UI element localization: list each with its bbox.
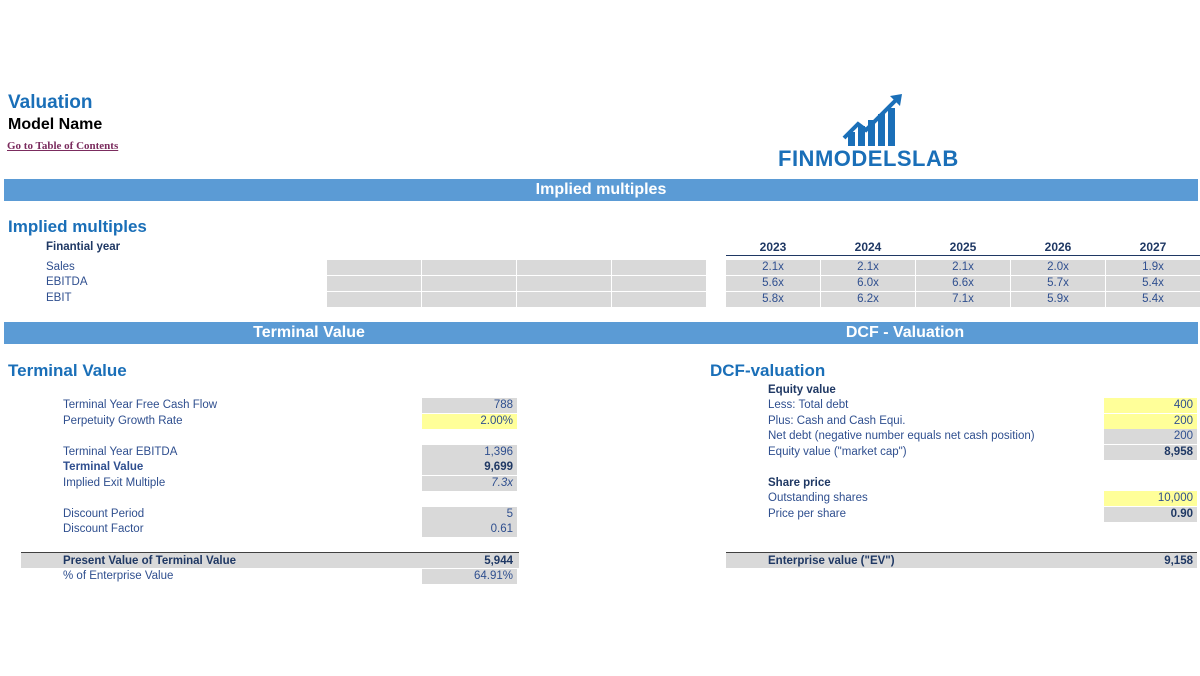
equity-value-header: Equity value (768, 384, 836, 396)
year-header: 2026 (1044, 240, 1072, 254)
net-debt-label: Net debt (negative number equals net cas… (768, 430, 1035, 442)
financial-year-label: Finantial year (46, 241, 121, 253)
multiple-cell[interactable]: 1.9x (1106, 260, 1200, 275)
cash-label: Plus: Cash and Cash Equi. (768, 415, 906, 427)
equity-value-value[interactable]: 8,958 (1104, 445, 1197, 460)
total-debt-input[interactable]: 400 (1104, 398, 1197, 413)
multiple-cell[interactable]: 6.2x (821, 292, 915, 307)
multiple-cell[interactable]: 6.0x (821, 276, 915, 291)
terminal-value-title: Terminal Value (8, 361, 127, 380)
discount-period-label: Discount Period (63, 508, 145, 520)
row-label-ebit: EBIT (46, 292, 72, 304)
multiple-cell[interactable]: 5.7x (1011, 276, 1105, 291)
discount-factor-value[interactable]: 0.61 (422, 522, 517, 537)
multiple-cell[interactable]: 6.6x (916, 276, 1010, 291)
blank-cell[interactable] (517, 292, 612, 307)
cash-input[interactable]: 200 (1104, 414, 1197, 429)
logo-text: FINMODELSLAB (778, 146, 959, 171)
toc-link[interactable]: Go to Table of Contents (7, 140, 119, 152)
pct-ev-label: % of Enterprise Value (63, 570, 174, 582)
net-debt-value[interactable]: 200 (1104, 429, 1197, 444)
multiple-cell[interactable]: 2.1x (916, 260, 1010, 275)
implied-multiples-banner: Implied multiples (4, 179, 1198, 201)
discount-factor-label: Discount Factor (63, 523, 144, 535)
terminal-value-value[interactable]: 9,699 (422, 460, 517, 475)
multiple-cell[interactable]: 2.1x (726, 260, 820, 275)
terminal-value-banner: Terminal Value (4, 322, 614, 344)
finmodelslab-logo: FINMODELSLAB (778, 92, 988, 174)
multiple-cell[interactable]: 5.6x (726, 276, 820, 291)
multiple-cell[interactable]: 5.8x (726, 292, 820, 307)
dcf-valuation-banner: DCF - Valuation (612, 322, 1198, 344)
price-per-share-label: Price per share (768, 508, 846, 520)
enterprise-value-value[interactable]: 9,158 (1164, 555, 1193, 567)
enterprise-value-label: Enterprise value ("EV") (768, 555, 895, 567)
page-title: Valuation (8, 92, 93, 113)
exit-multiple-label: Implied Exit Multiple (63, 477, 166, 489)
multiple-cell[interactable]: 5.9x (1011, 292, 1105, 307)
pv-terminal-row (21, 552, 519, 568)
blank-cell[interactable] (517, 260, 612, 275)
blank-cell[interactable] (327, 276, 422, 291)
logo-chart-icon (842, 94, 902, 146)
blank-cell[interactable] (422, 276, 517, 291)
year-header: 2025 (949, 240, 977, 254)
year-header-underline (726, 255, 1200, 256)
dcf-valuation-title: DCF-valuation (710, 361, 826, 380)
multiple-cell[interactable]: 2.1x (821, 260, 915, 275)
multiple-cell[interactable]: 2.0x (1011, 260, 1105, 275)
share-price-header: Share price (768, 477, 831, 489)
terminal-fcf-label: Terminal Year Free Cash Flow (63, 399, 218, 411)
terminal-ebitda-value[interactable]: 1,396 (422, 445, 517, 460)
multiple-cell[interactable]: 5.4x (1106, 292, 1200, 307)
multiples-row-ebitda: 5.6x 6.0x 6.6x 5.7x 5.4x (726, 276, 1200, 291)
terminal-value-label: Terminal Value (63, 461, 144, 473)
pv-terminal-value[interactable]: 5,944 (484, 555, 513, 567)
blank-cell[interactable] (327, 260, 422, 275)
pct-ev-value[interactable]: 64.91% (422, 569, 517, 584)
row-label-ebitda: EBITDA (46, 276, 88, 288)
blank-cell[interactable] (612, 276, 707, 291)
row-label-sales: Sales (46, 261, 75, 273)
terminal-fcf-value[interactable]: 788 (422, 398, 517, 413)
enterprise-value-row (726, 552, 1197, 568)
terminal-ebitda-label: Terminal Year EBITDA (63, 446, 178, 458)
blank-cell[interactable] (422, 260, 517, 275)
multiples-row-sales: 2.1x 2.1x 2.1x 2.0x 1.9x (726, 260, 1200, 275)
growth-rate-label: Perpetuity Growth Rate (63, 415, 183, 427)
implied-multiples-title: Implied multiples (8, 217, 147, 236)
outstanding-shares-input[interactable]: 10,000 (1104, 491, 1197, 506)
price-per-share-value[interactable]: 0.90 (1104, 507, 1197, 522)
blank-cell[interactable] (612, 292, 707, 307)
exit-multiple-value[interactable]: 7.3x (422, 476, 517, 491)
multiple-cell[interactable]: 7.1x (916, 292, 1010, 307)
multiple-cell[interactable]: 5.4x (1106, 276, 1200, 291)
growth-rate-input[interactable]: 2.00% (422, 414, 517, 429)
multiples-grid: 2.1x 2.1x 2.1x 2.0x 1.9x 5.6x 6.0x 6.6x … (726, 260, 1200, 307)
equity-value-label: Equity value ("market cap") (768, 446, 907, 458)
year-header: 2027 (1139, 240, 1167, 254)
blank-cell[interactable] (517, 276, 612, 291)
model-name: Model Name (8, 116, 103, 133)
outstanding-shares-label: Outstanding shares (768, 492, 868, 504)
year-header: 2024 (854, 240, 882, 254)
pv-terminal-label: Present Value of Terminal Value (63, 555, 236, 567)
blank-cell[interactable] (422, 292, 517, 307)
discount-period-value[interactable]: 5 (422, 507, 517, 522)
blank-cell[interactable] (327, 292, 422, 307)
year-header: 2023 (759, 240, 787, 254)
history-blank-cells (327, 260, 707, 307)
total-debt-label: Less: Total debt (768, 399, 849, 411)
blank-cell[interactable] (612, 260, 707, 275)
multiples-row-ebit: 5.8x 6.2x 7.1x 5.9x 5.4x (726, 292, 1200, 307)
